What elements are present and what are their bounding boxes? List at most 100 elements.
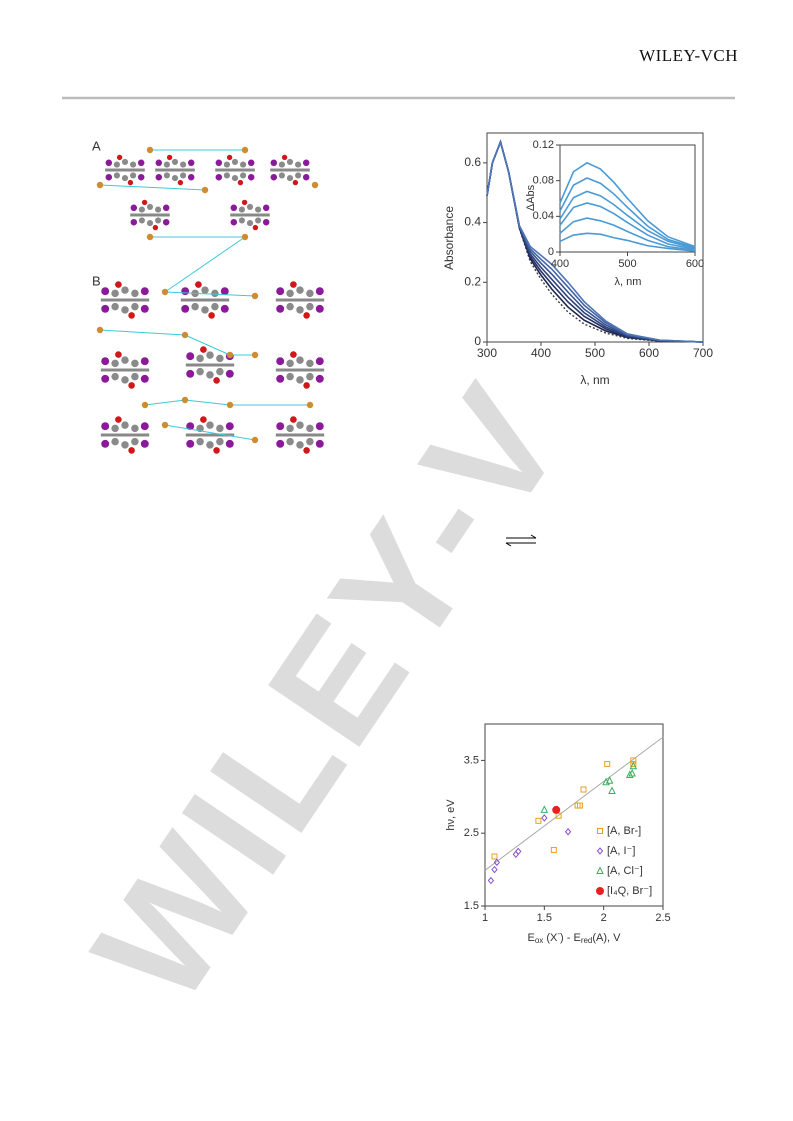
x-axis-label-part: - <box>557 929 560 938</box>
atom <box>127 179 134 186</box>
atom <box>286 372 294 381</box>
atom <box>251 292 259 300</box>
atom <box>131 372 139 381</box>
atom <box>306 401 314 409</box>
atom <box>138 206 145 213</box>
atom <box>140 357 149 366</box>
y-tick-label: 0 <box>474 334 481 348</box>
atom <box>246 203 254 210</box>
atom <box>171 158 179 165</box>
atom <box>121 421 129 429</box>
atom <box>116 154 123 161</box>
point <box>541 814 548 822</box>
atom <box>315 287 324 296</box>
atom <box>220 287 229 296</box>
point <box>515 847 522 856</box>
y-tick-label: 1.5 <box>464 900 479 912</box>
x-axis-label-part: (A), V <box>592 932 621 944</box>
atom <box>223 161 230 168</box>
atom <box>146 203 154 210</box>
point <box>552 805 561 814</box>
atom <box>105 159 113 167</box>
atom <box>196 354 204 363</box>
atom <box>306 359 314 368</box>
atom <box>146 146 154 154</box>
atom <box>115 416 122 423</box>
atom <box>161 421 169 429</box>
atom <box>177 179 184 186</box>
atom <box>262 218 270 226</box>
point <box>580 786 587 793</box>
atom <box>276 357 285 366</box>
point <box>493 858 501 867</box>
atom <box>225 369 234 378</box>
atom <box>181 287 190 296</box>
atom <box>186 422 195 431</box>
atom <box>196 437 204 446</box>
atom <box>138 217 145 224</box>
point <box>608 786 616 794</box>
atom <box>306 289 314 298</box>
point <box>555 812 562 819</box>
atom <box>201 306 209 314</box>
atom <box>140 422 149 431</box>
atom <box>295 161 302 168</box>
y-axis-label: Absorbance <box>442 206 456 270</box>
watermark: WILEY-V <box>59 352 599 1032</box>
legend-label: [A, I⁻] <box>607 845 635 857</box>
atom <box>216 354 224 363</box>
atom <box>286 158 294 165</box>
atom <box>230 218 238 226</box>
atom <box>111 424 119 433</box>
data-line <box>559 161 696 248</box>
contact <box>184 334 231 356</box>
atom <box>128 382 135 389</box>
atom <box>113 161 120 168</box>
atom <box>187 173 195 181</box>
data-line <box>486 139 704 343</box>
atom <box>241 146 249 154</box>
atom <box>276 304 285 313</box>
atom <box>315 422 324 431</box>
legend-label: [A, Br-] <box>607 825 641 837</box>
atom <box>216 424 224 433</box>
atom <box>290 351 297 358</box>
atom <box>238 217 245 224</box>
atom <box>121 376 129 384</box>
atom <box>141 401 149 409</box>
point <box>597 828 603 834</box>
data-line <box>559 202 696 251</box>
atom <box>181 331 189 339</box>
atom <box>140 374 149 383</box>
atom <box>121 356 129 364</box>
atom <box>295 172 302 179</box>
point <box>625 770 634 778</box>
atom <box>140 439 149 448</box>
point <box>540 805 549 813</box>
atom <box>131 289 139 298</box>
atom <box>111 359 119 368</box>
atom <box>296 421 304 429</box>
atom <box>131 302 139 311</box>
y-tick-label: 0 <box>548 246 554 258</box>
y-tick-label: 0.08 <box>533 175 554 187</box>
atom <box>270 173 278 181</box>
legend-label: [A, Cl⁻] <box>607 865 643 877</box>
atom <box>306 372 314 381</box>
atom <box>121 306 129 314</box>
atom <box>315 357 324 366</box>
atom <box>208 312 215 319</box>
atom <box>226 401 234 409</box>
x-tick-label: 400 <box>531 346 551 360</box>
atom <box>278 161 285 168</box>
y-tick-label: 0.04 <box>533 210 554 222</box>
atom <box>140 287 149 296</box>
atom <box>213 447 220 454</box>
atom <box>105 173 113 181</box>
atom <box>286 359 294 368</box>
atom <box>206 441 214 449</box>
atom <box>286 424 294 433</box>
